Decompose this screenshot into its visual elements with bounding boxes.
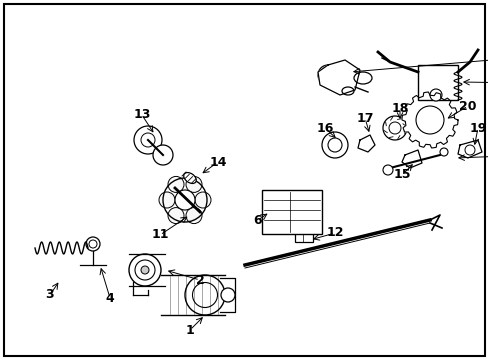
Polygon shape: [357, 135, 374, 152]
Bar: [294, 228, 312, 242]
Polygon shape: [317, 60, 359, 95]
Circle shape: [141, 133, 155, 147]
Circle shape: [185, 208, 202, 224]
Text: 13: 13: [133, 108, 150, 122]
Ellipse shape: [353, 72, 371, 84]
Polygon shape: [457, 140, 481, 158]
Text: 15: 15: [392, 168, 410, 181]
Circle shape: [185, 176, 202, 192]
Text: 18: 18: [390, 102, 408, 114]
Ellipse shape: [129, 254, 161, 286]
Text: 17: 17: [356, 112, 373, 125]
Ellipse shape: [192, 283, 217, 307]
Circle shape: [327, 138, 341, 152]
Circle shape: [168, 208, 183, 224]
Circle shape: [317, 65, 337, 85]
Circle shape: [89, 240, 97, 248]
Circle shape: [175, 190, 195, 210]
Circle shape: [321, 132, 347, 158]
Bar: [262, 190, 321, 234]
Text: 12: 12: [325, 226, 343, 239]
Text: 6: 6: [253, 213, 262, 226]
Circle shape: [153, 145, 173, 165]
Circle shape: [195, 192, 210, 208]
Polygon shape: [401, 92, 457, 148]
Text: 16: 16: [316, 122, 333, 135]
Text: 3: 3: [45, 288, 54, 302]
Bar: [417, 65, 457, 100]
Circle shape: [415, 106, 443, 134]
Circle shape: [439, 148, 447, 156]
Circle shape: [168, 176, 183, 192]
Text: 19: 19: [468, 122, 486, 135]
Circle shape: [382, 165, 392, 175]
Ellipse shape: [221, 288, 235, 302]
Circle shape: [388, 122, 400, 134]
Circle shape: [464, 145, 474, 155]
Ellipse shape: [141, 266, 149, 274]
Ellipse shape: [183, 172, 196, 184]
Polygon shape: [401, 150, 421, 168]
Circle shape: [429, 89, 441, 101]
Circle shape: [134, 126, 162, 154]
Circle shape: [382, 116, 406, 140]
Circle shape: [159, 192, 175, 208]
Ellipse shape: [341, 87, 353, 95]
Text: 20: 20: [458, 99, 476, 112]
Text: 14: 14: [209, 156, 226, 168]
Text: 11: 11: [151, 229, 168, 242]
Text: 2: 2: [195, 274, 204, 287]
Text: 1: 1: [185, 324, 194, 337]
Ellipse shape: [184, 275, 224, 315]
Circle shape: [86, 237, 100, 251]
Text: 4: 4: [105, 292, 114, 305]
Ellipse shape: [135, 260, 155, 280]
